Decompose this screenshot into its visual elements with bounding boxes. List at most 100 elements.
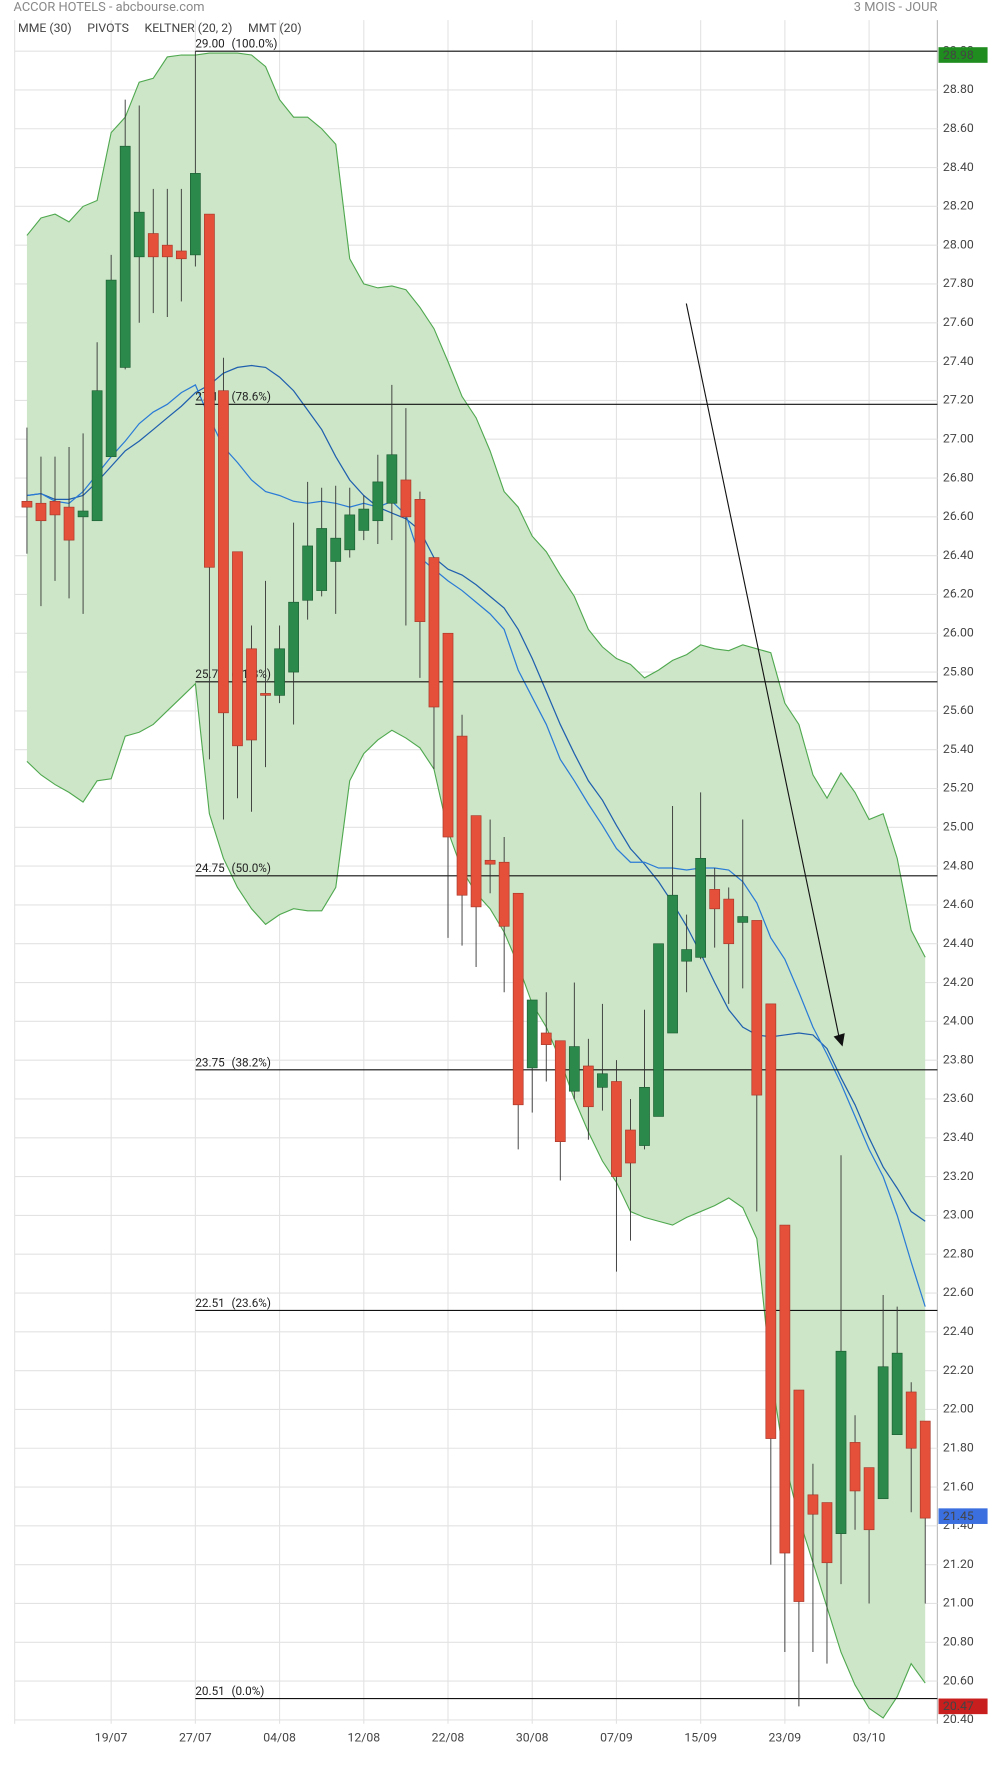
candle-body xyxy=(63,506,75,541)
candle-body xyxy=(919,1420,931,1519)
candle-body xyxy=(302,545,314,601)
legend-entry[interactable]: KELTNER (20, 2) xyxy=(145,21,233,35)
retracement-value: 25.75 xyxy=(195,667,225,681)
y-tick-label: 21.80 xyxy=(943,1440,974,1454)
candle-body xyxy=(400,479,412,518)
candle-body xyxy=(49,500,61,516)
retracement-percent: (100.0%) xyxy=(231,37,277,51)
candle-body xyxy=(709,889,721,910)
candle-body xyxy=(807,1494,819,1515)
candle-body xyxy=(891,1352,903,1436)
fib-layer: 29.00(100.0%)27.18(78.6%)25.75(61.8%)24.… xyxy=(195,37,938,1700)
candle-body xyxy=(428,557,440,708)
y-tick-label: 27.20 xyxy=(943,393,974,407)
candle-body xyxy=(723,898,735,945)
candle-body xyxy=(765,1003,777,1439)
candle-layer xyxy=(21,51,931,1707)
candle-body xyxy=(232,551,243,747)
candle-body xyxy=(119,145,131,368)
y-tick-label: 28.00 xyxy=(943,237,974,251)
y-tick-label: 23.00 xyxy=(943,1208,974,1222)
candle-body xyxy=(218,390,229,714)
candle-body xyxy=(498,861,510,927)
y-tick-label: 24.00 xyxy=(943,1014,974,1028)
candle-body xyxy=(611,1081,622,1177)
candle-body xyxy=(625,1129,636,1164)
retracement-value: 23.75 xyxy=(195,1055,225,1069)
trend-arrow xyxy=(685,303,840,1038)
keltner-upper xyxy=(26,52,926,958)
x-tick-label: 30/08 xyxy=(516,1731,549,1745)
candle-body xyxy=(190,173,201,256)
period-label[interactable]: 3 MOIS - JOUR xyxy=(854,0,938,15)
legend-entry[interactable]: MMT (20) xyxy=(248,21,302,35)
y-tick-label: 20.60 xyxy=(943,1673,974,1687)
candle-body xyxy=(540,1032,552,1045)
candle-body xyxy=(288,601,299,673)
candle-body xyxy=(77,510,89,518)
y-tick-label: 24.60 xyxy=(943,897,974,911)
legend-entry[interactable]: PIVOTS xyxy=(87,21,129,35)
x-tick-label: 19/07 xyxy=(95,1731,128,1745)
y-tick-label: 27.00 xyxy=(943,431,974,445)
candle-body xyxy=(849,1442,861,1492)
y-tick-label: 22.20 xyxy=(943,1363,974,1377)
retracement-percent: (50.0%) xyxy=(231,861,270,875)
legend-entry[interactable]: MME (30) xyxy=(18,21,72,35)
y-tick-label: 26.00 xyxy=(943,625,974,639)
y-tick-label: 23.80 xyxy=(943,1052,974,1066)
candle-body xyxy=(386,454,398,504)
candle-body xyxy=(484,859,496,865)
y-tick-label: 20.80 xyxy=(943,1635,974,1649)
legend: MME (30) PIVOTS KELTNER (20, 2) MMT (20) xyxy=(18,21,302,35)
y-tick-label: 21.60 xyxy=(943,1479,974,1493)
y-tick-label: 21.20 xyxy=(943,1557,974,1571)
candle-body xyxy=(344,514,356,551)
axis-layer: 20.4020.6020.8021.0021.2021.4021.6021.80… xyxy=(95,43,988,1745)
y-tick-label: 28.80 xyxy=(943,82,974,96)
y-tick-label: 28.20 xyxy=(943,199,974,213)
x-tick-label: 04/08 xyxy=(263,1731,296,1745)
price-badge-label: 20.47 xyxy=(943,1699,974,1713)
candle-body xyxy=(597,1073,608,1088)
y-tick-label: 25.60 xyxy=(943,703,974,717)
y-tick-label: 22.60 xyxy=(943,1285,974,1299)
y-tick-label: 23.40 xyxy=(943,1130,974,1144)
x-tick-label: 23/09 xyxy=(769,1731,802,1745)
candle-body xyxy=(316,528,328,591)
candle-body xyxy=(653,943,664,1117)
y-tick-label: 22.40 xyxy=(943,1324,974,1338)
y-tick-label: 23.20 xyxy=(943,1169,974,1183)
y-tick-label: 25.00 xyxy=(943,820,974,834)
retracement-value: 20.51 xyxy=(195,1684,224,1698)
y-tick-label: 23.60 xyxy=(943,1091,974,1105)
y-tick-label: 24.80 xyxy=(943,858,974,872)
y-tick-label: 26.20 xyxy=(943,587,974,601)
y-tick-label: 25.80 xyxy=(943,664,974,678)
retracement-value: 29.00 xyxy=(195,37,224,51)
retracement-percent: (38.2%) xyxy=(231,1055,270,1069)
y-tick-label: 27.60 xyxy=(943,315,974,329)
y-tick-label: 28.40 xyxy=(943,160,974,174)
candle-body xyxy=(260,693,271,696)
candle-body xyxy=(246,648,257,741)
y-tick-label: 24.40 xyxy=(943,936,974,950)
candle-body xyxy=(358,508,370,531)
candle-body xyxy=(835,1350,847,1534)
candle-body xyxy=(554,1040,566,1142)
candle-body xyxy=(414,499,426,622)
candle-body xyxy=(470,815,482,908)
price-badge-label: 28.98 xyxy=(943,48,974,62)
y-tick-label: 25.20 xyxy=(943,781,974,795)
candle-body xyxy=(442,632,454,838)
chart-title: ACCOR HOTELS - abcbourse.com xyxy=(14,0,205,15)
y-tick-label: 26.60 xyxy=(943,509,974,523)
candle-body xyxy=(456,735,468,896)
x-tick-label: 07/09 xyxy=(600,1731,633,1745)
price-badge xyxy=(938,47,988,63)
candle-body xyxy=(35,502,47,522)
candle-body xyxy=(21,500,33,508)
candle-body xyxy=(330,537,342,562)
candle-body xyxy=(91,390,103,522)
price-badge xyxy=(938,1698,988,1715)
